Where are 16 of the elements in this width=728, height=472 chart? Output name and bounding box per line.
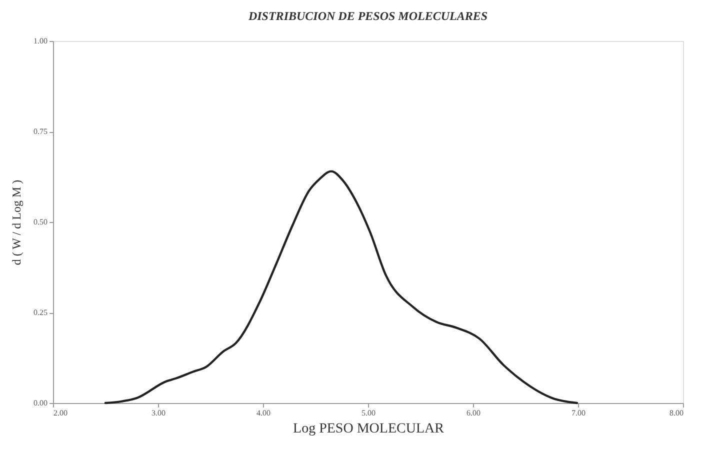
x-axis-title: Log PESO MOLECULAR bbox=[293, 422, 445, 436]
line-series bbox=[104, 170, 578, 404]
y-axis-title: d ( W / d Log M ) bbox=[10, 180, 24, 266]
x-tick-label: 4.00 bbox=[256, 408, 270, 418]
chart-title: DISTRIBUCION DE PESOS MOLECULARES bbox=[247, 9, 488, 23]
x-tick-label: 6.00 bbox=[466, 408, 480, 418]
x-tick-label: 5.00 bbox=[362, 408, 376, 418]
y-tick-label: 0.50 bbox=[34, 218, 48, 226]
y-tick-label: 0.00 bbox=[34, 398, 48, 408]
x-tick-label: 3.00 bbox=[152, 408, 166, 418]
y-tick-label: 0.75 bbox=[34, 127, 48, 136]
x-tick-label: 8.00 bbox=[670, 408, 684, 418]
y-tick-label: 0.25 bbox=[34, 308, 48, 317]
x-tick-label: 2.00 bbox=[54, 408, 68, 418]
x-tick-label: 7.00 bbox=[572, 408, 586, 418]
y-tick-label: 1.00 bbox=[34, 36, 48, 46]
